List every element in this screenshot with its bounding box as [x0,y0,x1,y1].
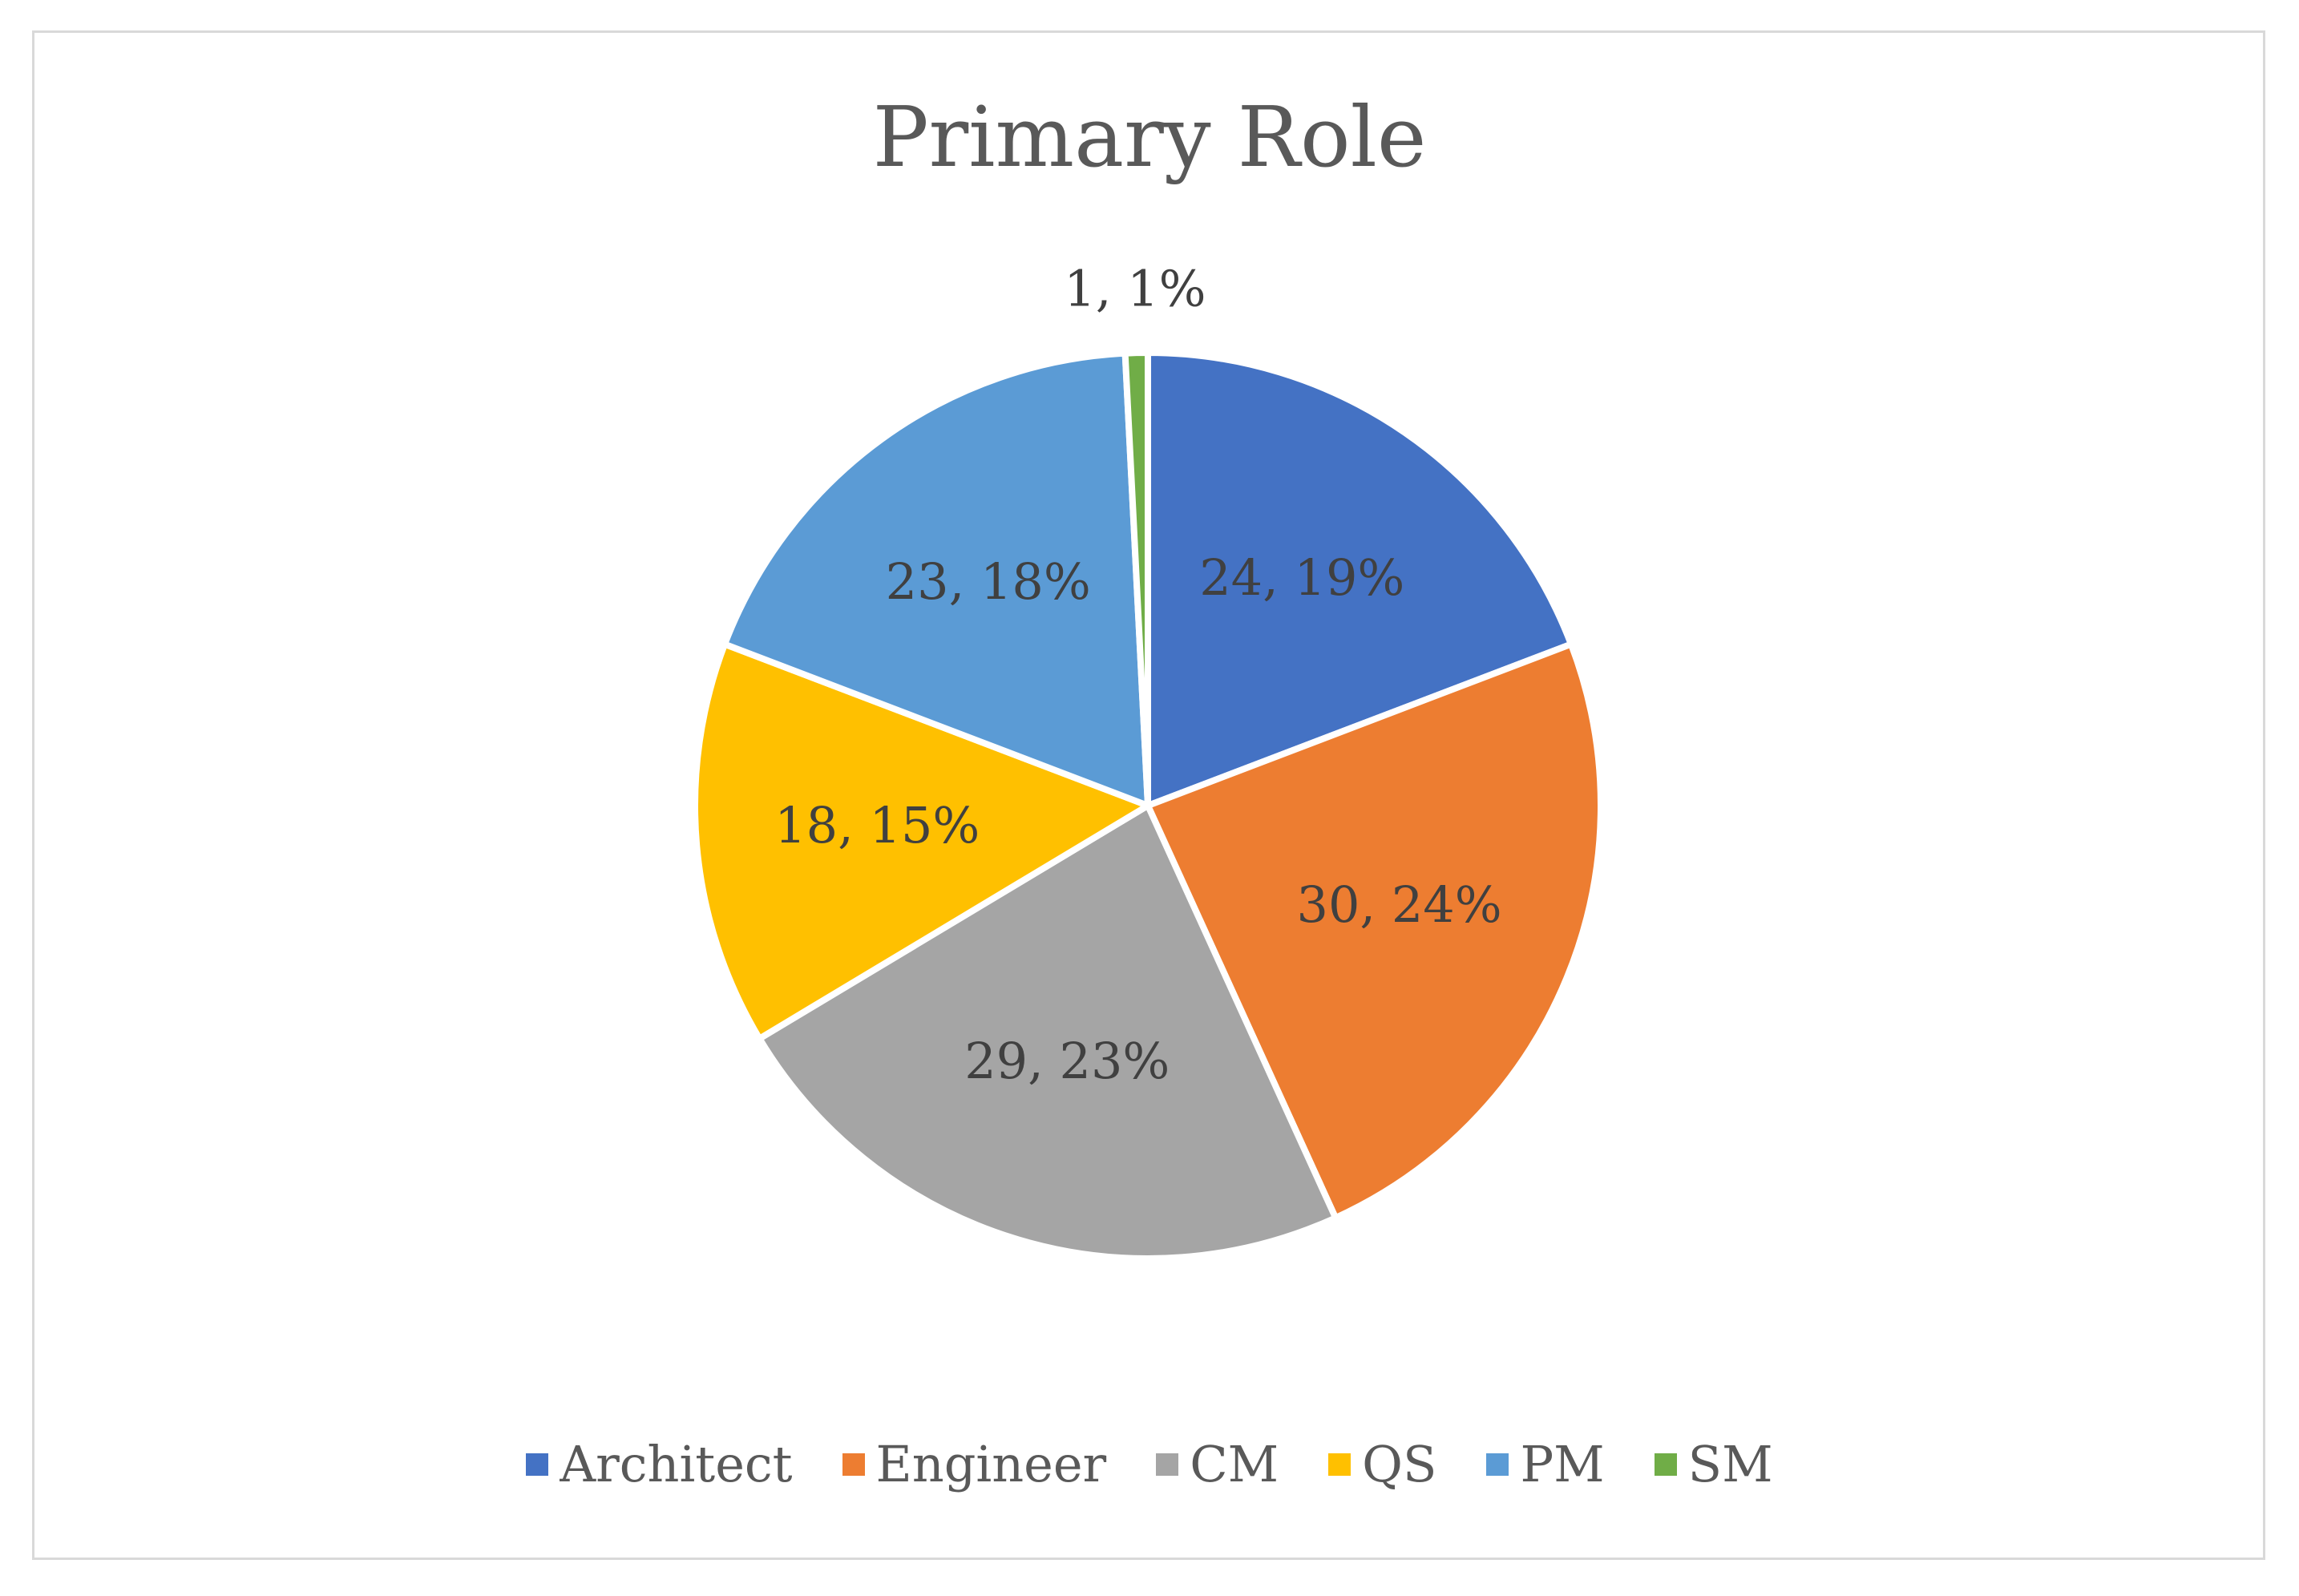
data-label-qs: 18, 15% [774,796,980,855]
pie-slice-cm [755,801,1340,1262]
data-label-pm: 23, 18% [886,552,1091,611]
legend-item-architect: Architect [526,1435,793,1493]
pie-data-labels: 24, 19% 30, 24% 29, 23% 18, 15% 23, 18% 1, 1% [774,259,1501,1090]
legend-item-sm: SM [1654,1435,1773,1493]
legend-label-qs: QS [1362,1435,1437,1493]
legend-label-sm: SM [1687,1435,1773,1493]
legend-swatch-architect [526,1453,549,1476]
legend-item-engineer: Engineer [842,1435,1107,1493]
legend: Architect Engineer CM QS PM SM [0,1435,2299,1493]
legend-swatch-qs [1328,1453,1352,1476]
data-label-engineer: 30, 24% [1297,875,1502,934]
legend-label-architect: Architect [560,1435,793,1493]
data-label-architect: 24, 19% [1199,548,1404,607]
pie-slice-pm [720,350,1152,810]
pie-slice-engineer [1143,640,1604,1222]
legend-label-pm: PM [1520,1435,1605,1493]
legend-swatch-pm [1486,1453,1509,1476]
legend-swatch-sm [1654,1453,1677,1476]
data-label-cm: 29, 23% [964,1032,1170,1090]
legend-item-cm: CM [1156,1435,1279,1493]
pie-slice-sm [1121,349,1151,806]
pie-slices [692,349,1604,1262]
legend-swatch-engineer [842,1453,865,1476]
pie-slice-qs [692,640,1156,1044]
legend-swatch-cm [1156,1453,1179,1476]
legend-label-cm: CM [1190,1435,1279,1493]
chart-title: Primary Role [872,88,1427,186]
legend-item-qs: QS [1328,1435,1436,1493]
legend-item-pm: PM [1486,1435,1605,1493]
data-label-sm: 1, 1% [1064,259,1206,317]
pie-slice-architect [1145,349,1576,810]
legend-label-engineer: Engineer [875,1435,1107,1493]
